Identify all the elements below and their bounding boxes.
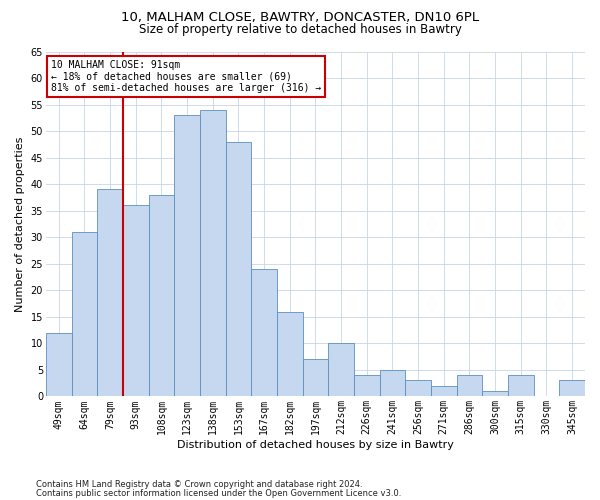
Bar	[97, 190, 123, 396]
Text: Size of property relative to detached houses in Bawtry: Size of property relative to detached ho…	[139, 22, 461, 36]
X-axis label: Distribution of detached houses by size in Bawtry: Distribution of detached houses by size …	[177, 440, 454, 450]
Bar	[431, 386, 457, 396]
Bar	[328, 344, 354, 396]
Bar	[71, 232, 97, 396]
Y-axis label: Number of detached properties: Number of detached properties	[15, 136, 25, 312]
Text: Contains public sector information licensed under the Open Government Licence v3: Contains public sector information licen…	[36, 488, 401, 498]
Bar	[200, 110, 226, 397]
Bar	[277, 312, 302, 396]
Bar	[123, 206, 149, 396]
Bar	[559, 380, 585, 396]
Bar	[508, 375, 533, 396]
Bar	[482, 391, 508, 396]
Bar	[174, 115, 200, 396]
Bar	[302, 360, 328, 397]
Bar	[457, 375, 482, 396]
Bar	[380, 370, 405, 396]
Bar	[46, 332, 71, 396]
Text: 10, MALHAM CLOSE, BAWTRY, DONCASTER, DN10 6PL: 10, MALHAM CLOSE, BAWTRY, DONCASTER, DN1…	[121, 12, 479, 24]
Bar	[149, 195, 174, 396]
Text: Contains HM Land Registry data © Crown copyright and database right 2024.: Contains HM Land Registry data © Crown c…	[36, 480, 362, 489]
Bar	[226, 142, 251, 396]
Bar	[405, 380, 431, 396]
Bar	[251, 269, 277, 396]
Text: 10 MALHAM CLOSE: 91sqm
← 18% of detached houses are smaller (69)
81% of semi-det: 10 MALHAM CLOSE: 91sqm ← 18% of detached…	[51, 60, 322, 94]
Bar	[354, 375, 380, 396]
